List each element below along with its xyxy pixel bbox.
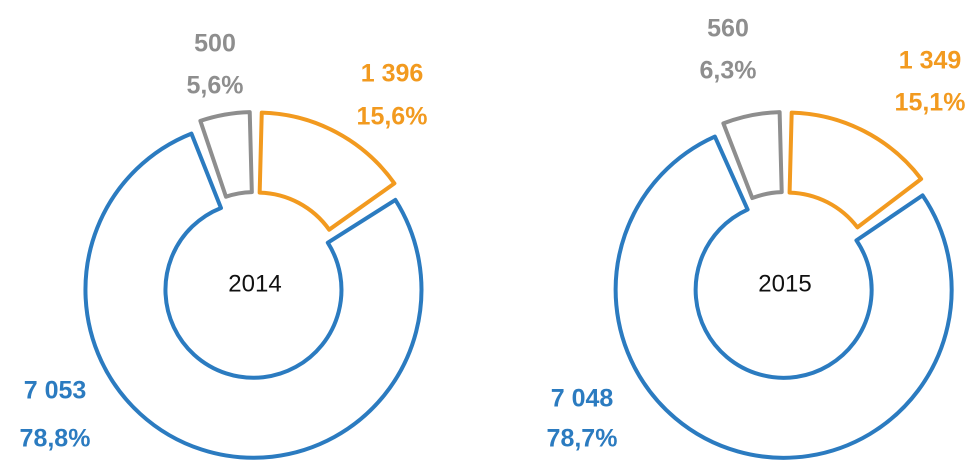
donut-segment — [83, 131, 424, 460]
donut-segment — [721, 110, 784, 201]
donut-segment — [787, 110, 924, 230]
value-label: 1 396 — [361, 60, 424, 88]
share-label: 78,7% — [547, 425, 618, 453]
donut-segment — [257, 110, 397, 232]
donut-segment — [613, 134, 954, 460]
share-label: 15,1% — [895, 89, 966, 117]
value-label: 7 048 — [551, 385, 614, 413]
value-label: 500 — [194, 30, 236, 58]
share-label: 78,8% — [20, 425, 91, 453]
donut-segment — [198, 110, 254, 199]
center-label: 2015 — [758, 270, 811, 297]
share-label: 15,6% — [357, 103, 428, 131]
share-label: 6,3% — [700, 57, 757, 85]
value-label: 7 053 — [24, 377, 87, 405]
value-label: 560 — [707, 15, 749, 43]
center-label: 2014 — [228, 270, 281, 297]
share-label: 5,6% — [187, 72, 244, 100]
value-label: 1 349 — [899, 47, 962, 75]
